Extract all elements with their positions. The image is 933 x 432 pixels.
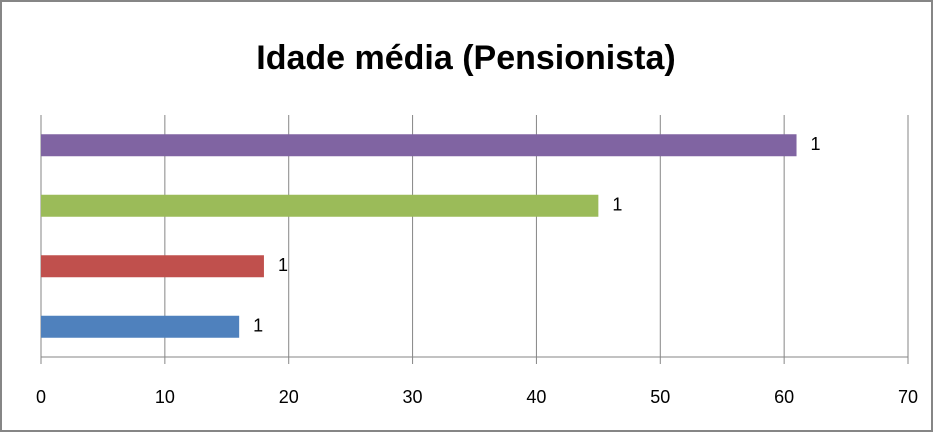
data-label: 1 xyxy=(811,134,821,154)
data-label: 1 xyxy=(612,195,622,215)
bar xyxy=(41,194,599,217)
bar xyxy=(41,315,240,338)
bar xyxy=(41,255,264,278)
x-tick-label: 20 xyxy=(279,387,299,407)
x-tick-label: 50 xyxy=(650,387,670,407)
x-tick-label: 40 xyxy=(526,387,546,407)
x-tick-label: 60 xyxy=(774,387,794,407)
bar xyxy=(41,134,797,157)
x-tick-label: 0 xyxy=(36,387,46,407)
data-label: 1 xyxy=(253,316,263,336)
data-label: 1 xyxy=(278,255,288,275)
x-tick-label: 70 xyxy=(898,387,918,407)
x-tick-label: 10 xyxy=(155,387,175,407)
chart-title: Idade média (Pensionista) xyxy=(256,39,675,77)
x-tick-label: 30 xyxy=(403,387,423,407)
